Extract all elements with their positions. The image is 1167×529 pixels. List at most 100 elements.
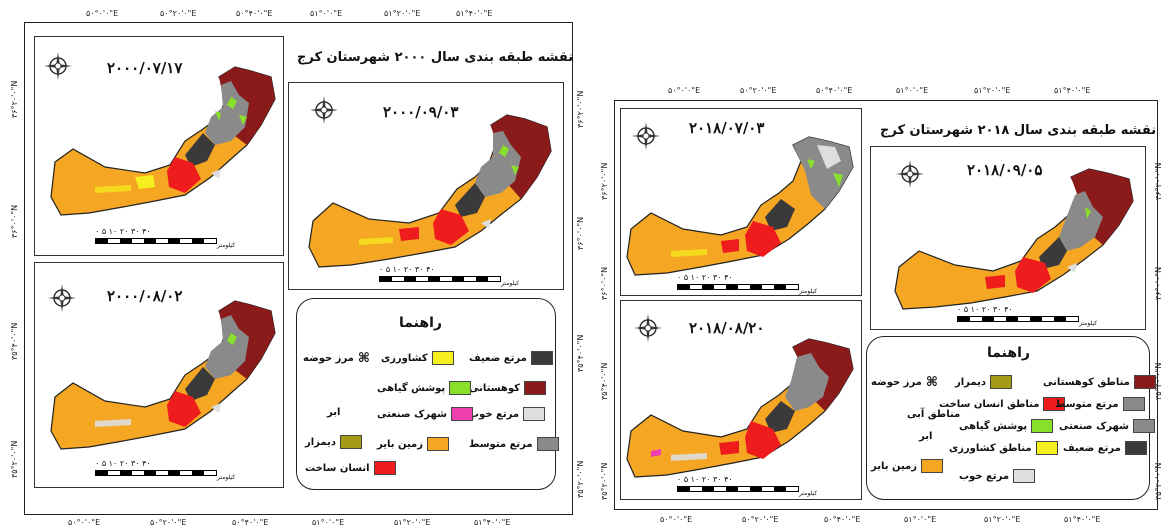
scale-unit: کیلومتر	[799, 490, 818, 497]
legend-item-built: انسان ساخت	[305, 461, 396, 475]
right-top-tick-1: ۵۰°۰'۰"E	[668, 86, 701, 95]
left-bottom-tick-3: ۵۰°۴۰'۰"E	[232, 518, 269, 527]
right-top-tick-2: ۵۰°۲۰'۰"E	[740, 86, 777, 95]
legend-title: راهنما	[399, 315, 442, 331]
legend-label: مناطق کشاورزی	[949, 442, 1032, 454]
basin-boundary-icon: ⌘	[925, 375, 938, 390]
legend-item-weak-range: مرتع ضعیف	[469, 351, 553, 365]
left-lat-tick-4: ۳۵°۲۰'۰"N	[10, 440, 19, 478]
left-top-tick-5: ۵۱°۲۰'۰"E	[384, 9, 421, 18]
right-lat-tick-3: ۳۵°۴۰'۰"N	[600, 362, 609, 400]
left-lat-tick-1: ۳۶°۲۰'۰"N	[10, 80, 19, 118]
left-rlat-tick-4: ۳۵°۲۰'۰"N	[576, 460, 585, 498]
karaj-classified-region	[308, 114, 552, 268]
legend-label: کشاورزی	[381, 352, 428, 364]
swatch	[530, 351, 553, 365]
left-bottom-tick-5: ۵۱°۲۰'۰"E	[394, 518, 431, 527]
legend-item-agriculture: مناطق کشاورزی	[949, 441, 1058, 455]
legend-item-vegetation: پوشش گیاهی	[377, 381, 472, 395]
scale-numbers: ۰ ۵ ۱۰ ۲۰ ۳۰ ۴۰	[95, 459, 151, 468]
legend-label: مرز حوضه	[871, 377, 922, 388]
legend-label: دیمزار	[305, 436, 336, 448]
legend-label: شهرک صنعتی	[377, 408, 447, 420]
legend-item-barren: زمین بایر	[871, 459, 943, 473]
right-rlat-tick-2: ۳۶°۰'۰"N	[1154, 266, 1163, 300]
scale-unit: کیلومتر	[799, 288, 818, 295]
right-rlat-tick-4: ۳۵°۲۰'۰"N	[1154, 462, 1163, 500]
legend-item-mountain: مناطق کوهستانی	[1043, 375, 1156, 389]
legend-label: مرتع متوسط	[1055, 398, 1119, 410]
right-top-tick-3: ۵۰°۴۰'۰"E	[816, 86, 853, 95]
north-arrow-icon	[44, 52, 72, 80]
left-top-tick-2: ۵۰°۲۰'۰"E	[160, 9, 197, 18]
swatch	[990, 375, 1012, 389]
legend-label: کوهستانی	[469, 382, 520, 394]
legend-title: راهنما	[987, 345, 1030, 361]
legend-item-boundary: ⌘ مرز حوضه	[871, 375, 938, 390]
swatch	[536, 437, 559, 451]
right-bottom-tick-2: ۵۰°۲۰'۰"E	[742, 515, 779, 524]
legend-item-cloud: ابر	[919, 431, 933, 442]
map-2018-09-05: ۲۰۱۸/۰۹/۰۵ ۰ ۵ ۱۰ ۲۰ ۳۰ ۴۰ کیلومتر	[870, 146, 1146, 330]
left-rlat-tick-1: ۳۶°۲۰'۰"N	[576, 90, 585, 128]
left-map-title: نقشه طبقه بندی سال ۲۰۰۰ شهرستان کرج	[297, 50, 574, 65]
swatch	[1133, 375, 1156, 389]
map-date-label: ۲۰۰۰/۰۷/۱۷	[107, 59, 183, 77]
map-date-label: ۲۰۱۸/۰۹/۰۵	[967, 161, 1043, 179]
right-top-tick-6: ۵۱°۴۰'۰"E	[1054, 86, 1091, 95]
legend-label: زمین بایر	[871, 460, 917, 472]
scale-numbers: ۰ ۵ ۱۰ ۲۰ ۳۰ ۴۰	[677, 273, 733, 282]
legend-item-water: مناطق آبی	[907, 409, 961, 420]
legend-item-vegetation: پوشش گیاهی	[959, 419, 1054, 433]
karaj-classified-region	[626, 338, 854, 478]
scale-graphic	[95, 238, 217, 244]
legend-label: مرتع متوسط	[469, 438, 533, 450]
legend-item-boundary: ⌘ مرز حوضه	[303, 351, 370, 366]
right-lat-tick-4: ۳۵°۲۰'۰"N	[600, 462, 609, 500]
legend-item-industrial: شهرک صنعتی	[377, 407, 473, 421]
legend-item-good-range: مرتع خوب	[959, 469, 1036, 483]
right-bottom-tick-6: ۵۱°۴۰'۰"E	[1064, 515, 1101, 524]
scale-graphic	[957, 316, 1079, 322]
left-top-tick-1: ۵۰°۰'۰"E	[86, 9, 119, 18]
karaj-classified-region	[626, 136, 854, 276]
left-bottom-tick-1: ۵۰°۰'۰"E	[68, 518, 101, 527]
legend-label: مناطق کوهستانی	[1043, 376, 1130, 388]
legend-item-dimzar: دیمزار	[305, 435, 362, 449]
left-bottom-tick-4: ۵۱°۰'۰"E	[312, 518, 345, 527]
right-top-tick-5: ۵۱°۲۰'۰"E	[974, 86, 1011, 95]
north-arrow-icon	[48, 284, 76, 312]
map-date-label: ۲۰۱۸/۰۷/۰۳	[689, 119, 765, 137]
left-lat-tick-3: ۳۵°۴۰'۰"N	[10, 322, 19, 360]
swatch	[1132, 419, 1155, 433]
left-top-tick-4: ۵۱°۰'۰"E	[310, 9, 343, 18]
map-2000-08-02: ۲۰۰۰/۰۸/۰۲ ۰ ۵ ۱۰ ۲۰ ۳۰ ۴۰ کیلومتر	[34, 262, 284, 488]
legend-item-cloud: ابر	[327, 407, 341, 418]
legend-label: مرز حوضه	[303, 353, 354, 364]
map-2018-07-03: ۲۰۱۸/۰۷/۰۳ ۰ ۵ ۱۰ ۲۰ ۳۰ ۴۰ کیلومتر	[620, 108, 862, 296]
map-2000-09-03: ۲۰۰۰/۰۹/۰۳ ۰ ۵ ۱۰ ۲۰ ۳۰ ۴۰ کیلومتر	[288, 82, 564, 290]
swatch	[1031, 419, 1054, 433]
map-2000-07-17: ۲۰۰۰/۰۷/۱۷ ۰ ۵ ۱۰ ۲۰ ۳۰ ۴۰ کیلومتر	[34, 36, 284, 256]
karaj-classified-region	[50, 300, 276, 450]
scale-graphic	[677, 284, 799, 290]
right-rlat-tick-1: ۳۶°۲۰'۰"N	[1154, 162, 1163, 200]
legend-item-weak-range: مرتع ضعیف	[1063, 441, 1147, 455]
swatch	[1124, 441, 1147, 455]
swatch	[1122, 397, 1145, 411]
legend-label: پوشش گیاهی	[959, 420, 1028, 432]
left-rlat-tick-3: ۳۵°۴۰'۰"N	[576, 334, 585, 372]
map-date-label: ۲۰۰۰/۰۸/۰۲	[107, 287, 183, 305]
legend-item-agriculture: کشاورزی	[381, 351, 454, 365]
legend-label: زمین بایر	[377, 438, 423, 450]
swatch	[450, 407, 473, 421]
map-date-label: ۲۰۱۸/۰۸/۲۰	[689, 319, 765, 337]
swatch	[373, 461, 396, 475]
swatch	[1013, 469, 1036, 483]
right-bottom-tick-1: ۵۰°۰'۰"E	[660, 515, 693, 524]
legend-item-built: مناطق انسان ساخت	[939, 397, 1066, 411]
right-map-title: نقشه طبقه بندی سال ۲۰۱۸ شهرستان کرج	[880, 123, 1157, 138]
legend-label: شهرک صنعتی	[1059, 420, 1129, 432]
north-arrow-icon	[632, 122, 660, 150]
scale-unit: کیلومتر	[217, 474, 236, 481]
